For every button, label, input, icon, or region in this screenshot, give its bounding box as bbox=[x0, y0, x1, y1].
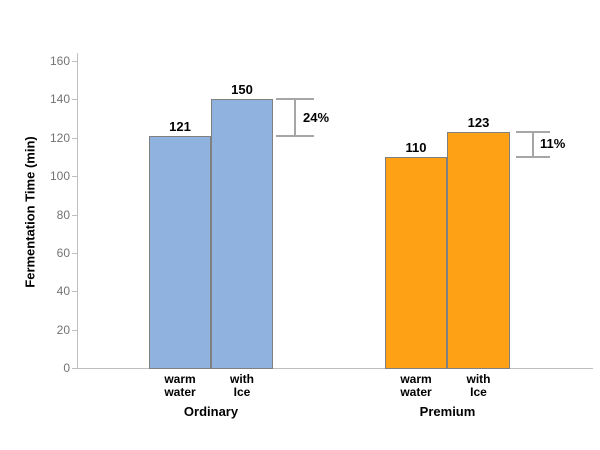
y-tick-label: 80 bbox=[56, 207, 70, 222]
group-label: Ordinary bbox=[183, 404, 239, 419]
group-label: Premium bbox=[419, 404, 476, 419]
category-label: with Ice bbox=[202, 373, 282, 399]
bar-value-label: 110 bbox=[405, 139, 427, 155]
category-label-line: with bbox=[466, 372, 491, 386]
y-tick-label: 40 bbox=[56, 284, 70, 299]
y-axis-line bbox=[77, 53, 78, 369]
bracket-bottom-line bbox=[276, 134, 314, 137]
y-tick bbox=[72, 329, 77, 331]
difference-label: 24% bbox=[303, 109, 330, 125]
category-label-line: Ice bbox=[233, 385, 251, 399]
y-tick-label: 60 bbox=[56, 245, 70, 260]
bar-value-label: 123 bbox=[467, 114, 490, 130]
category-label: warm water bbox=[376, 373, 456, 399]
y-tick bbox=[72, 176, 77, 178]
category-label-line: warm bbox=[400, 372, 432, 386]
y-axis-title: Fermentation Time (min) bbox=[22, 136, 38, 288]
category-label-line: water bbox=[400, 385, 432, 399]
y-tick-label: 160 bbox=[49, 54, 70, 68]
bar bbox=[447, 131, 510, 369]
bar bbox=[385, 156, 447, 369]
difference-label: 11% bbox=[540, 136, 566, 152]
y-tick bbox=[72, 214, 77, 216]
y-tick-label: 140 bbox=[49, 92, 70, 107]
y-tick-label: 0 bbox=[63, 361, 70, 375]
y-tick bbox=[72, 61, 77, 62]
category-label-line: Ice bbox=[470, 385, 487, 399]
y-tick bbox=[72, 368, 77, 369]
y-tick-label: 120 bbox=[49, 130, 70, 145]
x-axis-line bbox=[77, 368, 593, 369]
y-tick bbox=[72, 99, 77, 101]
y-tick bbox=[72, 252, 77, 254]
bracket-vertical-line bbox=[532, 131, 534, 157]
bar-value-label: 121 bbox=[169, 118, 191, 134]
category-label-line: water bbox=[164, 385, 196, 399]
y-tick-label: 100 bbox=[49, 169, 70, 184]
bracket-bottom-line bbox=[516, 155, 550, 158]
y-tick bbox=[72, 291, 77, 293]
y-tick-label: 20 bbox=[56, 322, 70, 337]
bar bbox=[211, 99, 273, 369]
category-label: warm water bbox=[140, 373, 220, 399]
bar-value-label: 150 bbox=[231, 82, 253, 98]
bar bbox=[149, 135, 211, 369]
category-label-line: with bbox=[230, 372, 254, 386]
y-tick bbox=[72, 137, 77, 139]
bracket-vertical-line bbox=[294, 99, 296, 136]
category-label: with Ice bbox=[439, 373, 519, 399]
category-label-line: warm bbox=[164, 372, 196, 386]
